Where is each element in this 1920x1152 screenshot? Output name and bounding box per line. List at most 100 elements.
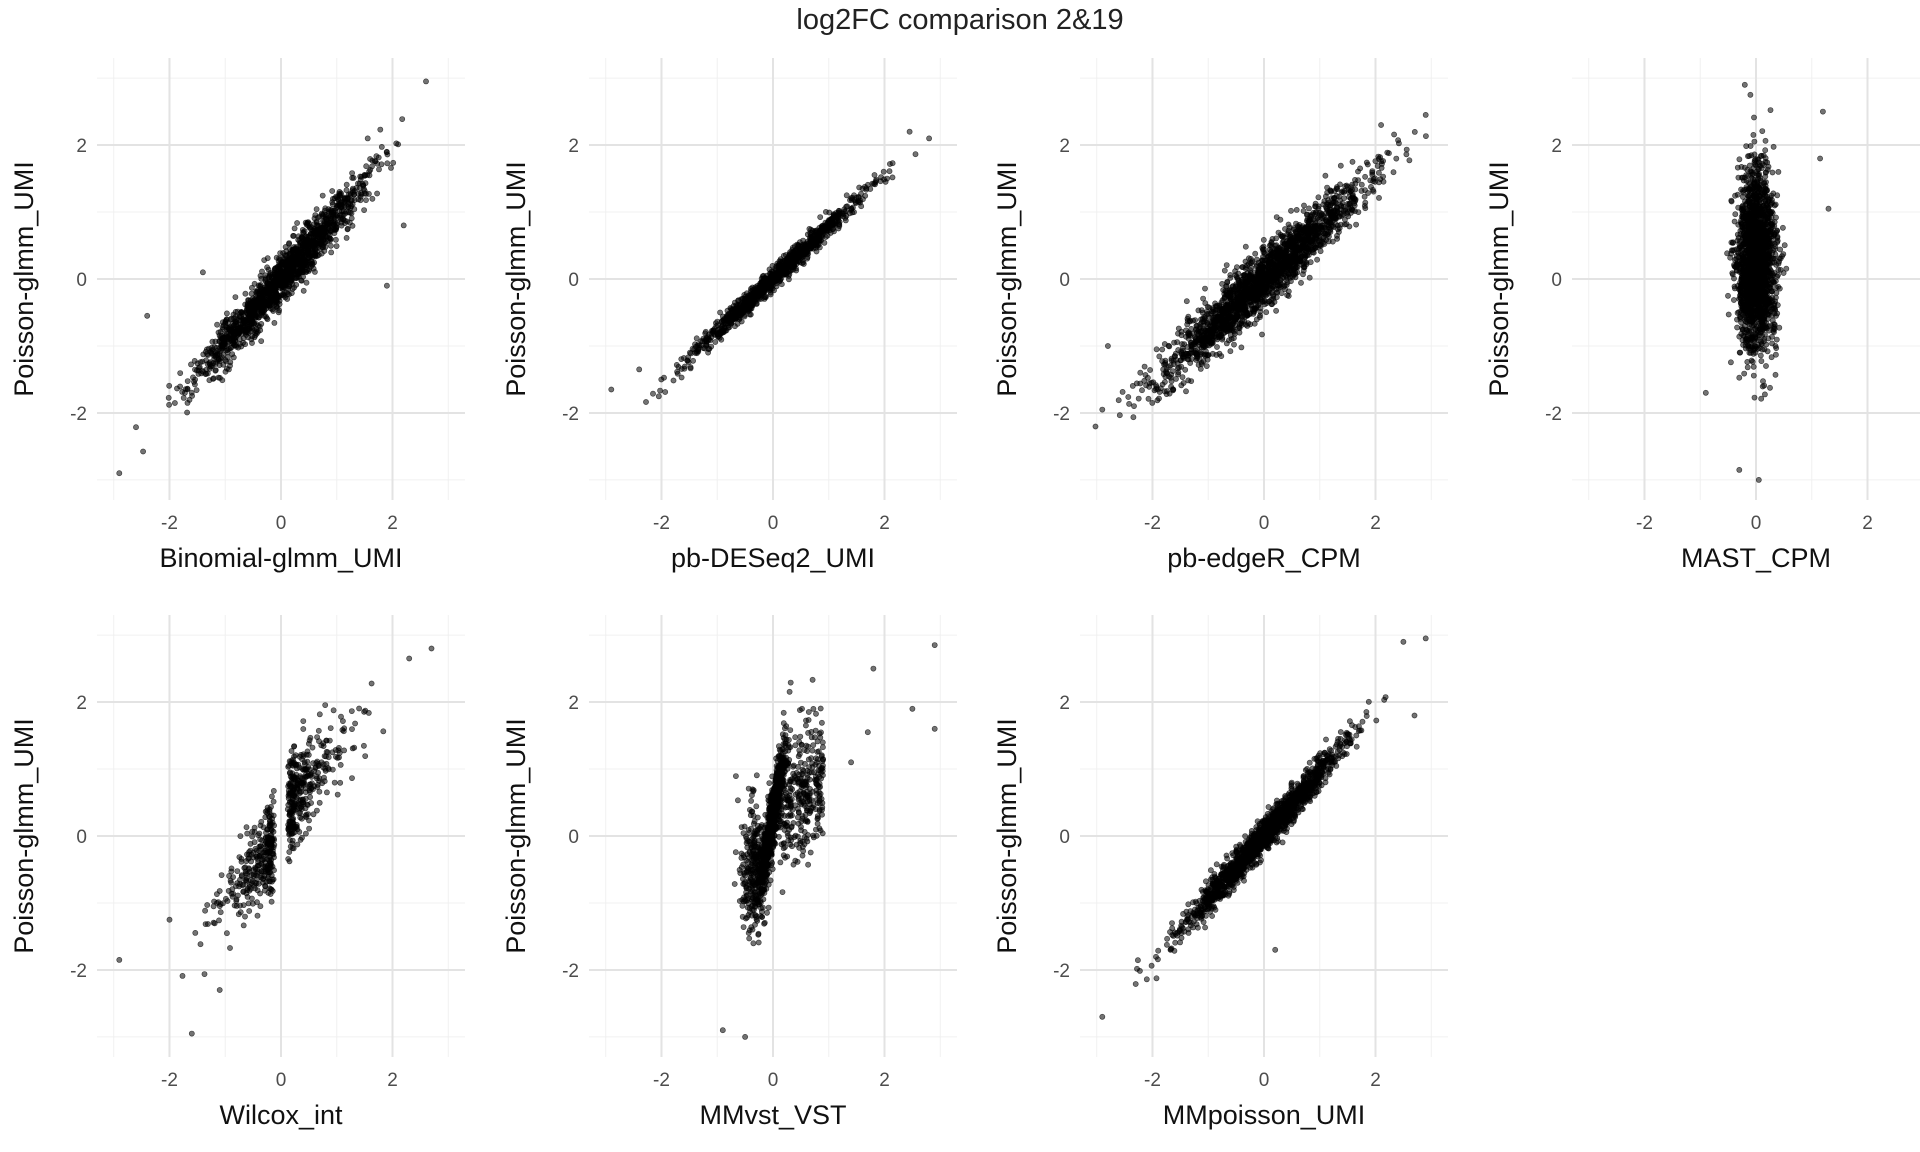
data-point bbox=[248, 321, 254, 328]
data-point bbox=[290, 232, 296, 239]
data-point bbox=[1403, 146, 1410, 153]
data-point bbox=[216, 374, 223, 381]
data-point bbox=[1255, 286, 1261, 293]
data-point bbox=[270, 286, 277, 293]
data-point bbox=[373, 153, 380, 160]
data-point bbox=[1362, 205, 1369, 212]
data-point bbox=[338, 219, 345, 226]
data-point bbox=[1259, 331, 1265, 338]
data-point bbox=[294, 254, 301, 261]
data-point bbox=[343, 181, 350, 188]
data-point bbox=[1283, 274, 1290, 281]
data-point bbox=[662, 389, 669, 395]
data-point bbox=[166, 382, 173, 389]
x-tick-label: -2 bbox=[1636, 513, 1653, 534]
data-point bbox=[423, 78, 429, 85]
data-point bbox=[273, 298, 279, 305]
data-point bbox=[1306, 205, 1312, 212]
data-point bbox=[1261, 249, 1268, 256]
data-point bbox=[177, 370, 184, 376]
data-point bbox=[1312, 245, 1318, 251]
data-point bbox=[363, 197, 369, 203]
data-point bbox=[785, 272, 792, 279]
data-point bbox=[1231, 330, 1238, 337]
data-point bbox=[369, 195, 376, 202]
data-point bbox=[377, 126, 384, 133]
data-point bbox=[116, 470, 123, 477]
data-point bbox=[248, 284, 255, 291]
y-axis-title: Poisson-glmm_UMI bbox=[501, 161, 531, 397]
data-point bbox=[747, 293, 753, 300]
data-point bbox=[357, 193, 364, 200]
data-point bbox=[674, 368, 680, 375]
data-point bbox=[1357, 165, 1363, 172]
data-point bbox=[705, 346, 712, 352]
data-point bbox=[1149, 399, 1156, 406]
data-point bbox=[378, 143, 385, 150]
data-point bbox=[1301, 202, 1307, 209]
data-point bbox=[1295, 241, 1302, 248]
data-point bbox=[1770, 143, 1777, 150]
data-point bbox=[1349, 158, 1356, 165]
data-point bbox=[1242, 264, 1249, 270]
data-point bbox=[199, 269, 206, 276]
data-point bbox=[1165, 342, 1172, 349]
data-point bbox=[1253, 263, 1260, 270]
data-point bbox=[1310, 249, 1317, 256]
data-point bbox=[1175, 330, 1181, 337]
data-point bbox=[259, 301, 266, 307]
data-point bbox=[333, 243, 340, 249]
data-point bbox=[271, 319, 278, 326]
data-point bbox=[1244, 292, 1251, 299]
data-point bbox=[1315, 230, 1321, 237]
data-point bbox=[1277, 216, 1284, 223]
data-point bbox=[1199, 315, 1206, 322]
x-tick-label: -2 bbox=[161, 513, 178, 534]
data-point bbox=[1308, 229, 1315, 235]
data-point bbox=[312, 212, 319, 218]
data-point bbox=[1292, 261, 1299, 268]
data-point bbox=[351, 191, 357, 198]
data-point bbox=[1176, 364, 1182, 371]
data-point bbox=[287, 265, 293, 272]
data-point bbox=[1223, 305, 1229, 312]
data-point bbox=[334, 202, 340, 209]
y-tick-label: 0 bbox=[1059, 270, 1070, 291]
data-point bbox=[227, 362, 233, 369]
data-point bbox=[230, 354, 237, 361]
data-point bbox=[1202, 285, 1208, 292]
data-point bbox=[887, 161, 893, 167]
x-axis-title: Binomial-glmm_UMI bbox=[159, 543, 402, 573]
data-point bbox=[821, 239, 828, 246]
data-point bbox=[1249, 307, 1256, 313]
data-point bbox=[223, 310, 230, 317]
y-tick-label: -2 bbox=[1053, 404, 1070, 425]
data-point bbox=[1321, 214, 1328, 221]
data-point bbox=[1242, 283, 1249, 290]
data-point bbox=[360, 182, 367, 189]
x-tick-label: 2 bbox=[879, 513, 890, 534]
data-point bbox=[1222, 288, 1229, 294]
data-point bbox=[232, 319, 239, 325]
data-point bbox=[180, 394, 187, 401]
data-point bbox=[1304, 252, 1310, 259]
data-point bbox=[217, 348, 224, 355]
x-tick-label: 2 bbox=[387, 513, 398, 534]
data-point bbox=[1230, 301, 1237, 307]
data-point bbox=[291, 225, 298, 232]
data-point bbox=[1315, 194, 1322, 201]
data-point bbox=[1130, 414, 1137, 421]
data-point bbox=[741, 306, 748, 313]
data-point bbox=[657, 387, 663, 394]
data-point bbox=[242, 341, 248, 348]
data-point bbox=[297, 262, 304, 268]
data-point bbox=[225, 338, 232, 345]
data-point bbox=[1314, 256, 1320, 263]
data-point bbox=[1200, 295, 1206, 302]
data-point bbox=[300, 287, 307, 294]
data-point bbox=[374, 190, 380, 197]
data-point bbox=[358, 173, 365, 180]
data-point bbox=[232, 313, 239, 320]
data-point bbox=[1329, 219, 1335, 225]
